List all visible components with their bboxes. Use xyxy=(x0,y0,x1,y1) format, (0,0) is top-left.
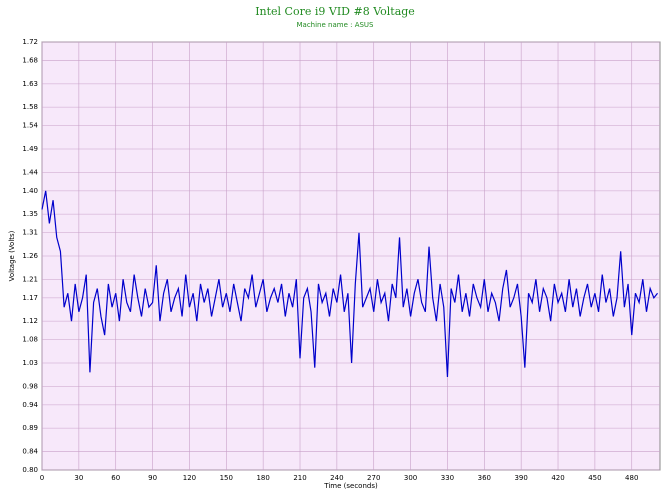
y-tick-label: 1.58 xyxy=(22,103,38,111)
x-tick-label: 0 xyxy=(40,474,44,482)
x-tick-label: 270 xyxy=(367,474,380,482)
x-tick-label: 300 xyxy=(404,474,417,482)
y-tick-label: 0.94 xyxy=(22,401,38,409)
x-tick-label: 240 xyxy=(330,474,343,482)
x-tick-label: 150 xyxy=(220,474,233,482)
y-tick-label: 1.26 xyxy=(22,252,38,260)
y-tick-label: 1.40 xyxy=(22,187,38,195)
chart-subtitle: Machine name : ASUS xyxy=(297,21,375,29)
x-tick-label: 90 xyxy=(148,474,157,482)
x-tick-label: 420 xyxy=(551,474,564,482)
y-tick-label: 1.35 xyxy=(22,210,38,218)
y-tick-label: 1.17 xyxy=(22,294,38,302)
y-tick-label: 1.21 xyxy=(22,275,38,283)
y-tick-label: 1.49 xyxy=(22,145,38,153)
x-tick-label: 60 xyxy=(111,474,120,482)
y-axis-label: Voltage (Volts) xyxy=(8,230,16,281)
y-tick-label: 0.84 xyxy=(22,447,38,455)
y-tick-label: 0.89 xyxy=(22,424,38,432)
x-tick-label: 210 xyxy=(293,474,306,482)
x-tick-label: 330 xyxy=(441,474,454,482)
y-tick-label: 1.68 xyxy=(22,57,38,65)
y-tick-label: 1.54 xyxy=(22,122,38,130)
y-tick-label: 1.63 xyxy=(22,80,38,88)
chart-title: Intel Core i9 VID #8 Voltage xyxy=(255,5,415,18)
y-tick-label: 1.12 xyxy=(22,317,38,325)
x-tick-label: 480 xyxy=(625,474,638,482)
y-tick-label: 1.72 xyxy=(22,38,38,46)
x-tick-label: 390 xyxy=(514,474,527,482)
x-tick-label: 450 xyxy=(588,474,601,482)
x-tick-label: 180 xyxy=(256,474,269,482)
data-line xyxy=(41,190,659,377)
y-tick-label: 0.80 xyxy=(22,466,38,474)
y-tick-label: 1.03 xyxy=(22,359,38,367)
x-tick-label: 360 xyxy=(478,474,491,482)
x-tick-label: 30 xyxy=(74,474,83,482)
y-tick-label: 0.98 xyxy=(22,382,38,390)
x-tick-label: 120 xyxy=(183,474,196,482)
y-tick-label: 1.31 xyxy=(22,229,38,237)
y-tick-label: 1.44 xyxy=(22,168,38,176)
y-tick-label: 1.08 xyxy=(22,336,38,344)
x-axis-label: Time (seconds) xyxy=(323,482,378,490)
